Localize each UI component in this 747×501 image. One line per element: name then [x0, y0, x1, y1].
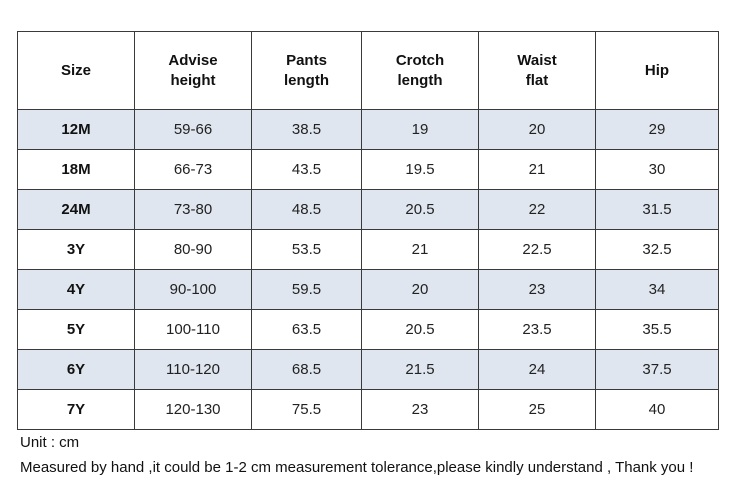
table-row: 6Y 110-120 68.5 21.5 24 37.5: [17, 349, 719, 390]
pants-length-cell: 68.5: [251, 349, 362, 390]
waist-flat-cell: 25: [478, 389, 596, 430]
crotch-length-cell: 19.5: [361, 149, 479, 190]
size-cell: 18M: [17, 149, 135, 190]
measurement-note: Measured by hand ,it could be 1-2 cm mea…: [20, 459, 694, 476]
advise-height-cell: 73-80: [134, 189, 252, 230]
hip-cell: 37.5: [595, 349, 719, 390]
header-advise-height: Advise height: [134, 31, 252, 110]
table-row: 4Y 90-100 59.5 20 23 34: [17, 269, 719, 310]
crotch-length-cell: 20.5: [361, 309, 479, 350]
waist-flat-cell: 22.5: [478, 229, 596, 270]
hip-cell: 31.5: [595, 189, 719, 230]
crotch-length-cell: 19: [361, 109, 479, 150]
hip-cell: 35.5: [595, 309, 719, 350]
size-cell: 24M: [17, 189, 135, 230]
hip-cell: 32.5: [595, 229, 719, 270]
table-row: 18M 66-73 43.5 19.5 21 30: [17, 149, 719, 190]
table-row: 12M 59-66 38.5 19 20 29: [17, 109, 719, 150]
pants-length-cell: 63.5: [251, 309, 362, 350]
waist-flat-cell: 23.5: [478, 309, 596, 350]
waist-flat-cell: 24: [478, 349, 596, 390]
table-row: 3Y 80-90 53.5 21 22.5 32.5: [17, 229, 719, 270]
pants-length-cell: 53.5: [251, 229, 362, 270]
crotch-length-cell: 20: [361, 269, 479, 310]
advise-height-cell: 100-110: [134, 309, 252, 350]
header-waist-flat: Waist flat: [478, 31, 596, 110]
waist-flat-cell: 20: [478, 109, 596, 150]
crotch-length-cell: 20.5: [361, 189, 479, 230]
unit-note: Unit : cm: [20, 434, 80, 451]
pants-length-cell: 43.5: [251, 149, 362, 190]
advise-height-cell: 90-100: [134, 269, 252, 310]
pants-length-cell: 38.5: [251, 109, 362, 150]
pants-length-cell: 48.5: [251, 189, 362, 230]
hip-cell: 40: [595, 389, 719, 430]
pants-length-cell: 59.5: [251, 269, 362, 310]
crotch-length-cell: 23: [361, 389, 479, 430]
table-row: 7Y 120-130 75.5 23 25 40: [17, 389, 719, 430]
header-size: Size: [17, 31, 135, 110]
header-hip: Hip: [595, 31, 719, 110]
size-cell: 6Y: [17, 349, 135, 390]
crotch-length-cell: 21: [361, 229, 479, 270]
header-row: Size Advise height Pants length Crotch leng…: [17, 31, 719, 110]
size-cell: 7Y: [17, 389, 135, 430]
waist-flat-cell: 22: [478, 189, 596, 230]
header-crotch-length: Crotch length: [361, 31, 479, 110]
hip-cell: 30: [595, 149, 719, 190]
advise-height-cell: 120-130: [134, 389, 252, 430]
size-chart-table: Size Advise height Pants length Crotch leng…: [17, 31, 719, 430]
size-cell: 3Y: [17, 229, 135, 270]
table-row: 24M 73-80 48.5 20.5 22 31.5: [17, 189, 719, 230]
size-cell: 5Y: [17, 309, 135, 350]
hip-cell: 29: [595, 109, 719, 150]
pants-length-cell: 75.5: [251, 389, 362, 430]
waist-flat-cell: 21: [478, 149, 596, 190]
advise-height-cell: 110-120: [134, 349, 252, 390]
waist-flat-cell: 23: [478, 269, 596, 310]
hip-cell: 34: [595, 269, 719, 310]
size-cell: 4Y: [17, 269, 135, 310]
advise-height-cell: 80-90: [134, 229, 252, 270]
header-pants-length: Pants length: [251, 31, 362, 110]
advise-height-cell: 66-73: [134, 149, 252, 190]
crotch-length-cell: 21.5: [361, 349, 479, 390]
size-cell: 12M: [17, 109, 135, 150]
advise-height-cell: 59-66: [134, 109, 252, 150]
table-row: 5Y 100-110 63.5 20.5 23.5 35.5: [17, 309, 719, 350]
